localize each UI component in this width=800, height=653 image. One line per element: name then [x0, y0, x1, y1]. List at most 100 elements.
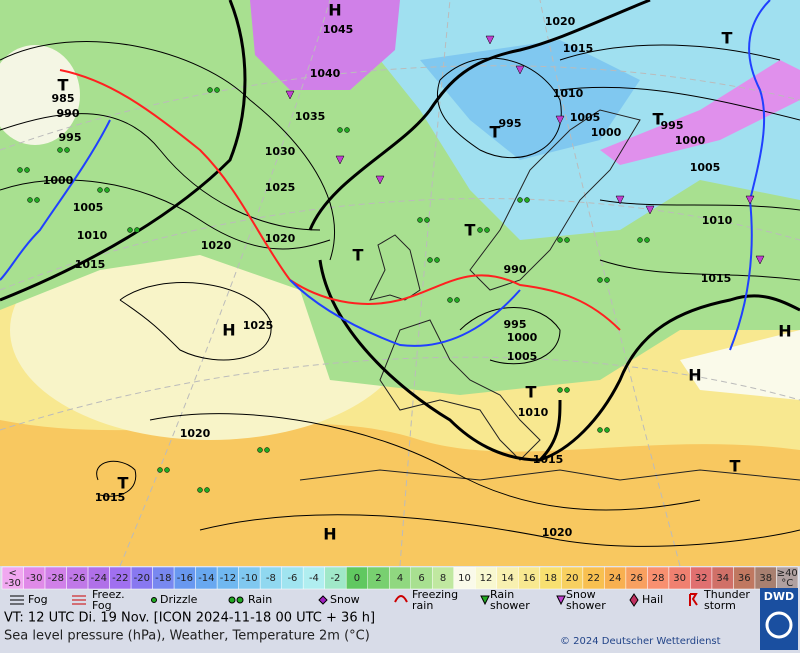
rain-symbol	[424, 217, 430, 223]
legend-label: Snow	[566, 588, 596, 601]
isobar-label: 1010	[518, 406, 549, 419]
rain-symbol	[97, 187, 103, 193]
coastlines	[299, 109, 800, 481]
isobar-label: 995	[661, 119, 684, 132]
main-isobars	[0, 0, 800, 462]
scale-label: 38	[759, 573, 772, 584]
isobar-label: 1045	[323, 23, 354, 36]
pressure-center: T	[118, 474, 129, 493]
scale-label: 26	[630, 573, 643, 584]
legend-label: Snow	[330, 593, 360, 606]
legend-label: Drizzle	[160, 593, 198, 606]
description: Sea level pressure (hPa), Weather, Tempe…	[4, 629, 370, 644]
legend-label: Fog	[28, 593, 48, 606]
copyright: © 2024 Deutscher Wetterdienst	[560, 636, 721, 647]
rain-symbol	[264, 447, 270, 453]
rain-symbol	[604, 277, 610, 283]
rain-symbol	[57, 147, 63, 153]
rain-symbol	[207, 87, 213, 93]
isobar-label: 1020	[542, 526, 573, 539]
isobar-label: 995	[59, 131, 82, 144]
rain-symbol	[564, 237, 570, 243]
scale-label: 24	[609, 573, 622, 584]
legend-label: storm	[704, 599, 736, 612]
graticule	[0, 0, 800, 567]
isobar-label: 1000	[43, 174, 74, 187]
scale-label: 16	[523, 573, 536, 584]
rain-symbol	[564, 387, 570, 393]
isobar-label: 1005	[570, 111, 601, 124]
scale-label: 18	[544, 573, 557, 584]
warm-pocket	[0, 45, 80, 145]
scale-label: -2	[330, 573, 340, 584]
scale-label: 22	[587, 573, 600, 584]
rain-symbol	[637, 237, 643, 243]
scale-label: 6	[418, 573, 424, 584]
scale-label: 14	[501, 573, 514, 584]
rain-symbol	[597, 277, 603, 283]
cold-front	[729, 0, 771, 351]
scale-label: -18	[155, 573, 171, 584]
scale-label: 2	[375, 573, 381, 584]
isobar-label: 1015	[95, 491, 126, 504]
rain-symbol	[257, 447, 263, 453]
isobar-label: 1040	[310, 67, 341, 80]
pressure-center: H	[323, 525, 336, 544]
scale-label: -30	[5, 578, 21, 589]
legend-label: shower	[566, 599, 606, 612]
valid-time: VT: 12 UTC Di. 19 Nov. [ICON 2024-11-18 …	[4, 611, 375, 626]
rain-symbol	[337, 127, 343, 133]
very-cold-area	[250, 0, 400, 90]
colder-area	[420, 40, 640, 160]
legend-label: Rain	[248, 593, 272, 606]
isobar-label: 1035	[295, 110, 326, 123]
rain-symbol	[557, 387, 563, 393]
temperature-scale: <-30 -30 -28 -26 -24 -22 -20 -18 -16 -14 -12 -10 -8-…	[1, 566, 799, 590]
rain-symbol	[597, 427, 603, 433]
scale-label: -10	[241, 573, 257, 584]
legend-label: Rain	[490, 588, 514, 601]
scale-label: 0	[354, 573, 360, 584]
scale-label: 36	[738, 573, 751, 584]
isobar-label: 1025	[243, 319, 274, 332]
rain-symbol	[604, 427, 610, 433]
weather-symbols	[17, 35, 765, 493]
logo-mark	[765, 611, 793, 639]
scale-label: 30	[673, 573, 686, 584]
rain-symbol	[164, 467, 170, 473]
map-labels: H 1045 1040 1035 1030 1025 1020 1020 1015 1010 100…	[43, 1, 792, 544]
pressure-center: T	[490, 123, 501, 142]
snow-shower-symbol	[485, 35, 495, 45]
footer: VT: 12 UTC Di. 19 Nov. [ICON 2024-11-18 …	[4, 588, 798, 650]
pressure-center: T	[353, 246, 364, 265]
pressure-center: T	[722, 29, 733, 48]
scale-label: -4	[309, 573, 319, 584]
legend-label: Fog	[92, 599, 112, 612]
scale-label: <	[9, 568, 17, 579]
weather-legend: Fog Freez.Fog Drizzle Rain Snow FreezingrainR…	[10, 588, 750, 612]
rain-symbol	[157, 467, 163, 473]
isobar-label: 985	[52, 92, 75, 105]
snow-shower-symbol	[375, 175, 385, 185]
rain-symbol	[427, 257, 433, 263]
isobar-label: 1020	[545, 15, 576, 28]
isobar-label: 1030	[265, 145, 296, 158]
pressure-center: H	[778, 322, 791, 341]
pressure-center: H	[328, 1, 341, 20]
rain-symbol	[517, 197, 523, 203]
rain-symbol	[197, 487, 203, 493]
snow-shower-symbol	[755, 255, 765, 265]
snow-shower-symbol	[335, 155, 345, 165]
rain-symbol	[34, 197, 40, 203]
rain-symbol	[64, 147, 70, 153]
scale-label: 10	[458, 573, 471, 584]
rain-symbol	[204, 487, 210, 493]
rain-symbol	[434, 257, 440, 263]
rain-symbol	[447, 297, 453, 303]
isobar-label: 1000	[591, 126, 622, 139]
pressure-center: T	[730, 457, 741, 476]
scale-label: 28	[652, 573, 665, 584]
scale-label: -24	[91, 573, 107, 584]
